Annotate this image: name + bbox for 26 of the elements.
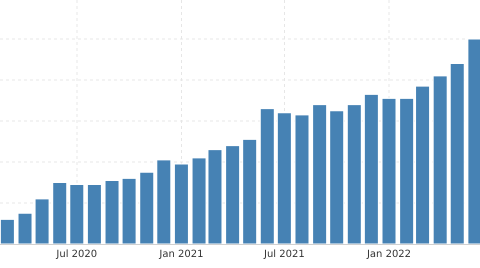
bar — [69, 184, 84, 244]
bar — [52, 182, 68, 244]
bar — [450, 63, 465, 244]
bar — [122, 178, 137, 244]
bar — [104, 180, 120, 244]
bar — [312, 104, 328, 244]
bar — [139, 172, 154, 244]
bar — [432, 75, 448, 244]
bar — [276, 112, 292, 244]
x-tick-label: Jul 2021 — [263, 249, 305, 260]
bar — [329, 110, 344, 244]
bar — [34, 198, 50, 244]
x-tick-label: Jan 2022 — [366, 249, 412, 260]
bar — [294, 114, 310, 244]
bar — [364, 94, 379, 244]
bar — [346, 104, 362, 244]
bar — [156, 159, 172, 244]
bar — [382, 98, 397, 244]
bar — [86, 184, 102, 244]
bar — [242, 138, 258, 244]
bar — [225, 145, 240, 244]
bar — [174, 164, 189, 244]
x-tick-label: Jan 2021 — [158, 249, 204, 260]
bar — [260, 108, 275, 244]
bar — [18, 212, 33, 244]
x-tick-label: Jul 2020 — [55, 249, 98, 260]
